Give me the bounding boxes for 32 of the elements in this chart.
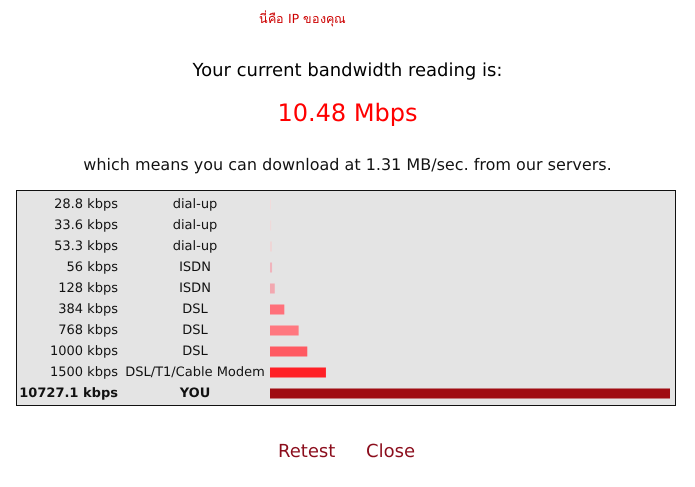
data-label: 28.8 kbps bbox=[54, 197, 118, 212]
y-tick-label: dial-up bbox=[172, 197, 218, 212]
y-tick-label: YOU bbox=[178, 386, 210, 401]
chart-title: Your current bandwidth reading is: bbox=[192, 60, 504, 82]
data-label: 768 kbps bbox=[58, 323, 118, 338]
data-label: 384 kbps bbox=[58, 302, 118, 317]
chart-subtitle: 10.48 Mbps bbox=[276, 99, 418, 128]
y-tick-label: ISDN bbox=[179, 260, 211, 275]
bar bbox=[270, 304, 284, 314]
bar bbox=[270, 346, 308, 356]
data-label: 53.3 kbps bbox=[54, 239, 118, 254]
bar bbox=[270, 284, 275, 294]
y-tick-label: DSL/T1/Cable Modem bbox=[125, 365, 265, 380]
bar bbox=[270, 388, 670, 398]
bar bbox=[270, 368, 326, 378]
text: which means you can download at 1.31 MB/sec. from our servers. bbox=[82, 155, 613, 174]
y-tick-label: ISDN bbox=[179, 281, 211, 296]
data-label: 33.6 kbps bbox=[54, 218, 118, 233]
y-tick-label: DSL bbox=[182, 344, 209, 359]
data-label: 10727.1 kbps bbox=[19, 386, 118, 401]
y-tick-label: dial-up bbox=[172, 239, 218, 254]
text: Close bbox=[366, 441, 416, 463]
y-tick-label: DSL bbox=[182, 302, 209, 317]
y-tick-label: dial-up bbox=[172, 218, 218, 233]
bar bbox=[270, 326, 299, 336]
data-label: 1000 kbps bbox=[50, 344, 118, 359]
text: Retest bbox=[278, 441, 336, 463]
y-tick-label: DSL bbox=[182, 323, 209, 338]
text: นี่คือ IP ของคุณ bbox=[259, 11, 346, 26]
data-label: 128 kbps bbox=[58, 281, 118, 296]
data-label: 56 kbps bbox=[66, 260, 118, 275]
data-label: 1500 kbps bbox=[50, 365, 118, 380]
